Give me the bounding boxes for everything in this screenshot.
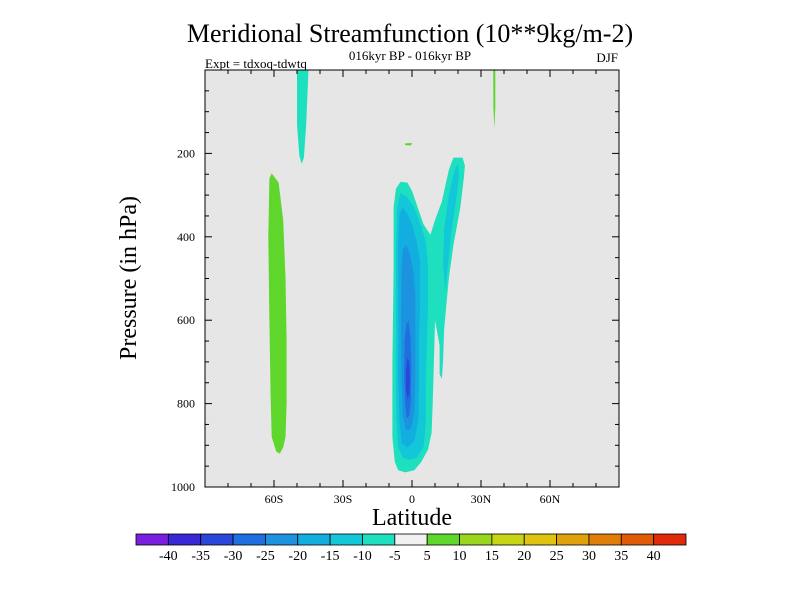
season-label: DJF [596, 50, 618, 65]
contour-region-southern-midlatitude-cell [268, 173, 287, 454]
colorbar-label: -15 [321, 549, 340, 564]
y-tick-label: 600 [177, 313, 195, 327]
colorbar-swatch [297, 533, 331, 546]
colorbar-swatch [523, 533, 557, 546]
colorbar-swatch [394, 533, 428, 546]
colorbar-label: -35 [191, 549, 210, 564]
y-tick-label: 1000 [171, 480, 195, 494]
y-axis-label: Pressure (in hPa) [116, 196, 142, 360]
colorbar: -40 -35 -30 -25 -20 -15 -10 -5 5 10 15 20 25 30 35 40 [135, 533, 687, 564]
colorbar-label: -30 [224, 549, 243, 564]
colorbar-label: 25 [550, 549, 564, 564]
colorbar-label: -40 [159, 549, 178, 564]
colorbar-swatch [232, 533, 266, 546]
colorbar-swatch [459, 533, 493, 546]
y-tick-label: 200 [177, 146, 195, 160]
contour-region-stratosphere-sliver-north [493, 70, 496, 129]
colorbar-label: -10 [353, 549, 372, 564]
x-tick-label: 30S [334, 492, 353, 506]
colorbar-swatch [653, 533, 687, 546]
colorbar-swatch [588, 533, 622, 546]
colorbar-swatch [556, 533, 590, 546]
colorbar-swatch [135, 533, 169, 546]
colorbar-swatch [620, 533, 655, 546]
colorbar-label: 20 [517, 549, 531, 564]
colorbar-swatch [426, 533, 460, 546]
chart-subtitle: 016kyr BP - 016kyr BP [349, 48, 471, 63]
colorbar-swatch [265, 533, 299, 546]
experiment-label: Expt = tdxoq-tdwtq [205, 56, 307, 71]
colorbar-swatch [362, 533, 396, 546]
y-tick-label: 800 [177, 397, 195, 411]
x-tick-label: 30N [471, 492, 492, 506]
x-axis-label: Latitude [372, 505, 452, 531]
colorbar-label: 15 [485, 549, 499, 564]
contour-region-small-blip [405, 143, 412, 146]
contour-regions [268, 70, 496, 473]
contour-region-stratosphere-tongue-south [297, 70, 309, 164]
contour-region-hadley-cell-deep-core [406, 357, 410, 400]
colorbar-swatch [167, 533, 202, 546]
y-tick-label: 400 [177, 230, 195, 244]
colorbar-swatch [491, 533, 525, 546]
axis-ticks: 60S 30S 0 30N 60N 200 400 600 800 1000 [171, 70, 619, 506]
colorbar-label: 35 [614, 549, 628, 564]
x-tick-label: 60N [540, 492, 561, 506]
contour-region-hadley-cell-ring-northern-arm [443, 163, 460, 291]
colorbar-swatch [200, 533, 234, 546]
colorbar-label: -5 [389, 549, 401, 564]
chart-title: Meridional Streamfunction (10**9kg/m-2) [187, 19, 633, 48]
colorbar-label: 10 [453, 549, 467, 564]
colorbar-label: 40 [647, 549, 661, 564]
colorbar-label: -20 [288, 549, 307, 564]
colorbar-swatch [329, 533, 363, 546]
colorbar-label: 30 [582, 549, 596, 564]
x-tick-label: 60S [265, 492, 284, 506]
x-tick-label: 0 [409, 492, 415, 506]
colorbar-label: -25 [256, 549, 275, 564]
colorbar-label: 5 [424, 549, 431, 564]
